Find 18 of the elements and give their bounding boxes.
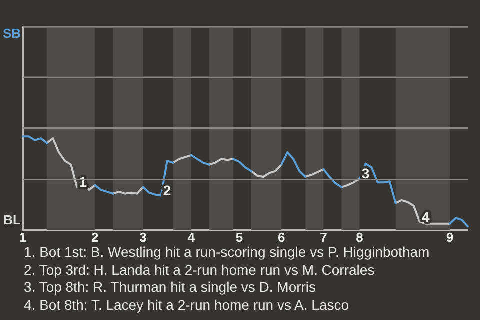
x-tick-label: 1 [19,230,27,245]
x-tick-label: 9 [446,230,454,245]
x-tick-label: 3 [140,230,147,245]
x-tick-label: 2 [92,230,99,245]
x-tick-label: 4 [188,230,196,245]
x-tick-label: 6 [278,230,286,245]
annotation: 3 [362,166,370,182]
text: BL [4,212,22,228]
annotation: 2 [163,182,172,199]
x-tick-label: 8 [356,230,364,245]
text: 4. Bot 8th: T. Lacey hit a 2-run home run vs A. Lasco [24,297,350,315]
text: SB [2,26,21,42]
x-tick-label: 7 [320,230,328,245]
x-tick-label: 5 [236,230,244,245]
text: 3. Top 8th: R. Thurman hit a single vs D. Morris [24,279,318,298]
annotation: 4 [422,208,430,225]
text: 1. Bot 1st: B. Westling hit a run-scoring single vs P. Higginbotham [24,244,430,262]
text: 2. Top 3rd: H. Landa hit a 2-run home run vs M. Corrales [24,262,376,280]
